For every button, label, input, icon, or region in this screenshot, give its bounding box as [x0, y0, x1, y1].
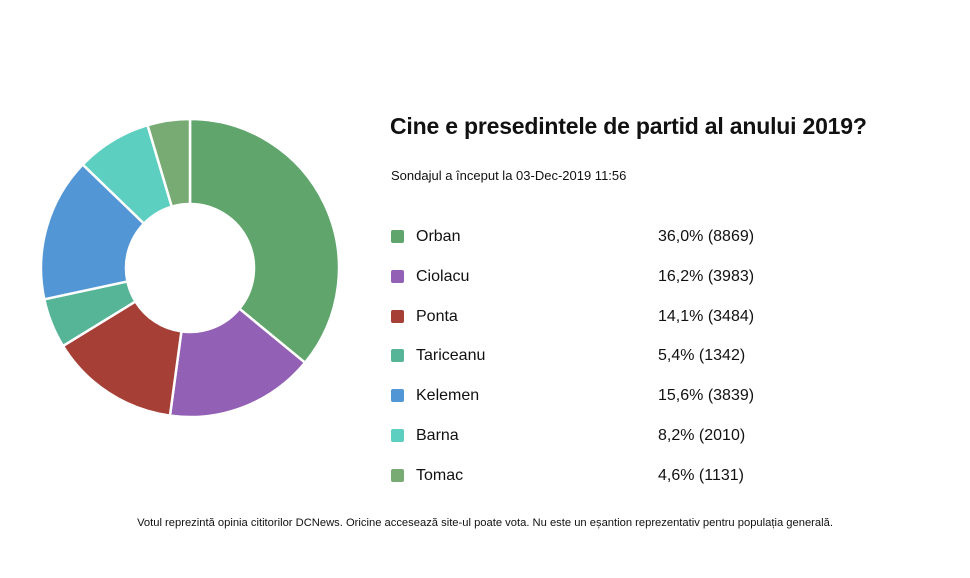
slice-ciolacu [168, 307, 307, 419]
legend-item-kelemen: Kelemen 15,6% (3839) [391, 381, 811, 421]
legend-value: 36,0% (8869) [658, 228, 755, 245]
chart-subtitle: Sondajul a început la 03-Dec-2019 11:56 [391, 168, 627, 183]
legend-item-tariceanu: Tariceanu 5,4% (1342) [391, 341, 811, 381]
legend-swatch [391, 389, 404, 403]
legend-swatch [391, 309, 404, 323]
legend-label: Ponta [416, 307, 458, 325]
legend-label: Tariceanu [416, 347, 486, 365]
legend-swatch [391, 468, 404, 482]
legend-value: 5,4% (1342) [658, 347, 746, 365]
legend-item-barna: Barna 8,2% (2010) [391, 421, 811, 461]
legend-swatch [391, 349, 404, 363]
legend-label: Barna [416, 426, 459, 444]
legend-item-ciolacu: Ciolacu 16,2% (3983) [391, 262, 811, 302]
slice-kelemen [39, 163, 146, 301]
donut-chart [39, 117, 341, 419]
slice-tomac [146, 117, 192, 208]
legend-swatch [391, 230, 404, 243]
legend: Orban 36,0% (8869) Ciolacu 16,2% (3983) … [391, 222, 811, 501]
legend-item-orban: Orban 36,0% (8869) [391, 222, 811, 262]
slice-orban [188, 117, 341, 364]
legend-item-tomac: Tomac 4,6% (1131) [391, 461, 811, 501]
footnote: Votul reprezintă opinia cititorilor DCNe… [137, 517, 833, 529]
chart-title: Cine e presedintele de partid al anului … [390, 113, 867, 139]
legend-label: Orban [416, 228, 461, 245]
legend-label: Ciolacu [416, 267, 470, 285]
legend-value: 4,6% (1131) [658, 466, 744, 484]
legend-label: Tomac [416, 466, 464, 484]
legend-value: 16,2% (3983) [658, 267, 755, 285]
legend-value: 15,6% (3839) [658, 387, 755, 405]
legend-item-ponta: Ponta 14,1% (3484) [391, 302, 811, 342]
legend-swatch [391, 428, 404, 442]
legend-value: 8,2% (2010) [658, 426, 746, 444]
legend-swatch [391, 269, 404, 283]
legend-label: Kelemen [416, 387, 480, 405]
legend-value: 14,1% (3484) [658, 307, 755, 325]
